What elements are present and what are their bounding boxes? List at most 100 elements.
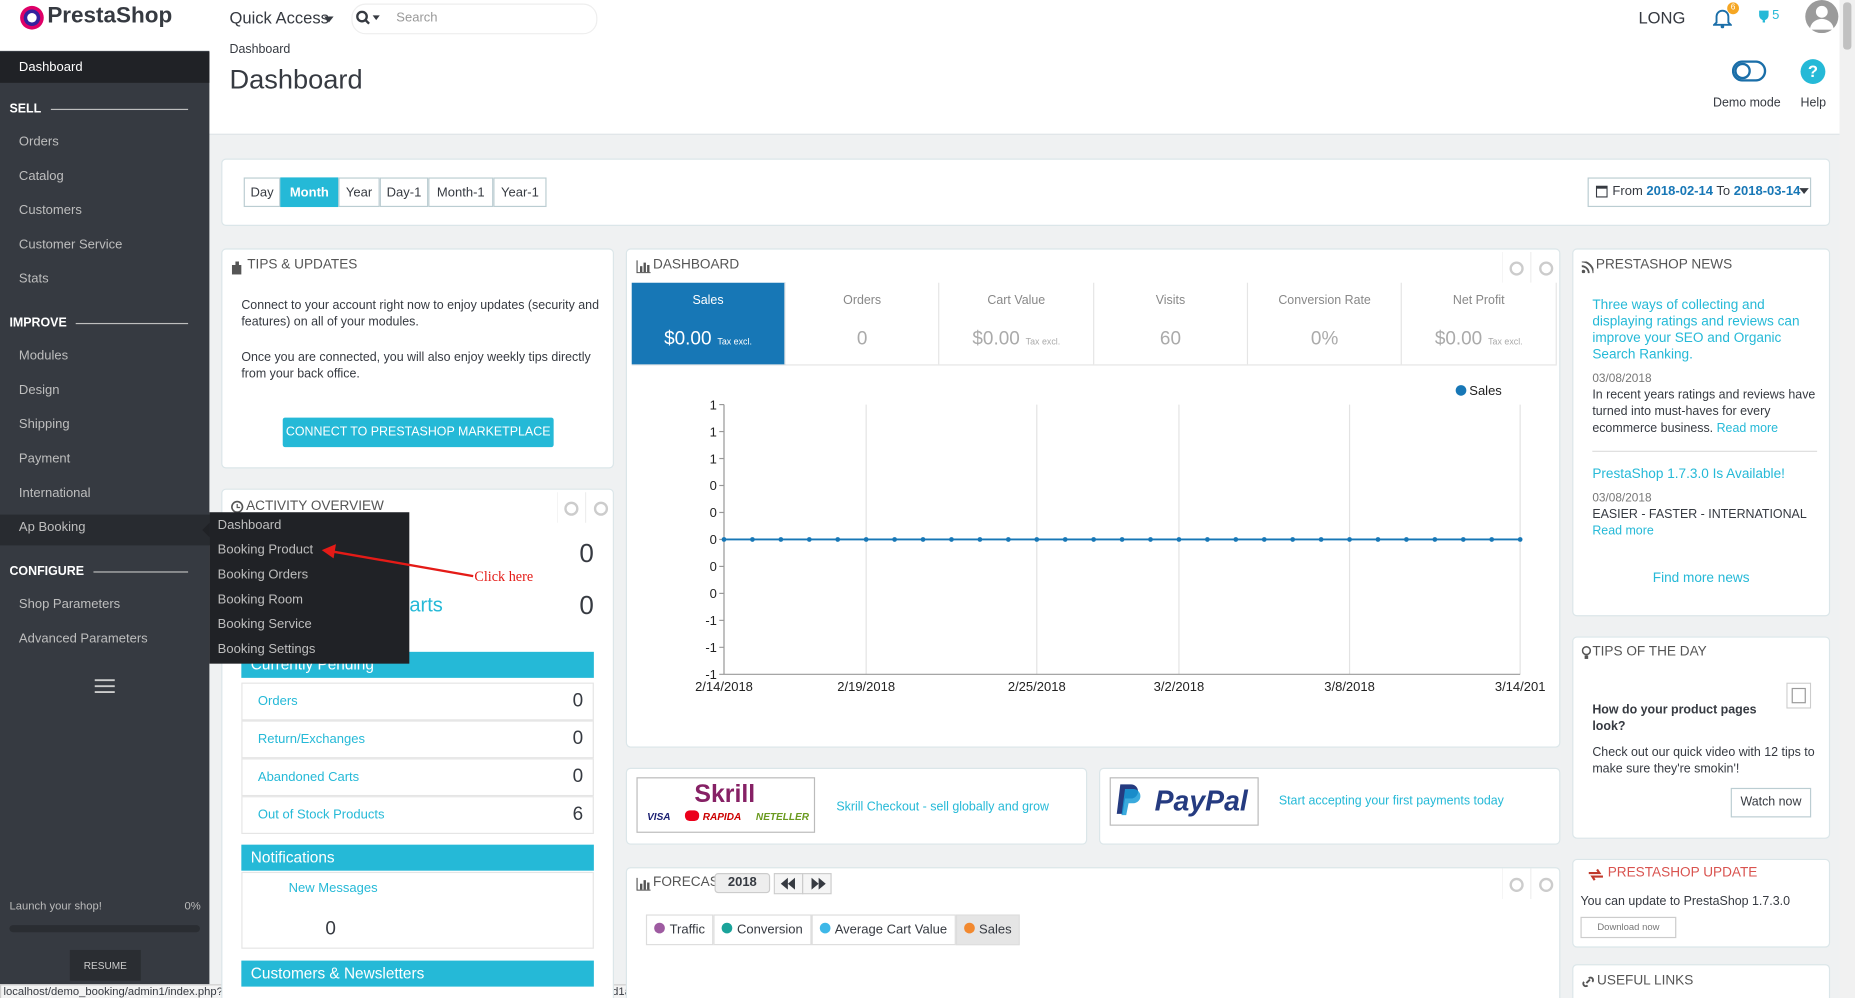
kpi-tab[interactable]: Net Profit $0.00 Tax excl. bbox=[1402, 282, 1557, 365]
scroll-thumb[interactable] bbox=[1843, 2, 1852, 50]
point bbox=[721, 537, 727, 542]
submenu-item[interactable]: Booking Product bbox=[217, 542, 314, 558]
kpi-note: Tax excl. bbox=[1488, 335, 1523, 347]
chart-icon bbox=[636, 260, 651, 274]
resume-button[interactable]: RESUME bbox=[69, 949, 141, 981]
bell-icon[interactable] bbox=[1712, 7, 1732, 29]
year-nav[interactable] bbox=[773, 873, 833, 895]
kpi-row: Sales $0.00 Tax excl. Orders 0 Cart Value $0.0… bbox=[631, 282, 1557, 366]
point bbox=[1347, 537, 1352, 542]
menu-toggle[interactable] bbox=[94, 679, 116, 694]
quick-access[interactable]: Quick Access bbox=[229, 8, 329, 28]
notification-label[interactable]: New Messages bbox=[288, 881, 378, 896]
submenu: Dashboard Booking Product Booking Orders Bo… bbox=[209, 512, 410, 664]
pending-row: Abandoned Carts 0 bbox=[241, 758, 594, 797]
panel-tools[interactable] bbox=[1502, 868, 1559, 900]
legend-button[interactable]: Traffic bbox=[645, 914, 714, 946]
period-button[interactable]: Year bbox=[338, 177, 380, 208]
period-button[interactable]: Day bbox=[243, 177, 281, 208]
skrill-text[interactable]: Skrill Checkout - sell globally and grow bbox=[836, 799, 1050, 814]
kpi-value: 60 bbox=[1094, 329, 1247, 350]
download-button[interactable]: Download now bbox=[1580, 916, 1677, 939]
breadcrumb[interactable]: Dashboard bbox=[229, 42, 291, 57]
paypal-logo-box[interactable] bbox=[1109, 777, 1259, 826]
demo-mode-label[interactable]: Demo mode bbox=[1712, 95, 1781, 111]
news-list: Three ways of collecting and displaying … bbox=[1592, 297, 1818, 540]
period-button[interactable]: Year-1 bbox=[493, 177, 547, 208]
news-title[interactable]: PrestaShop 1.7.3.0 Is Available! bbox=[1592, 467, 1785, 482]
card-logo: RAPIDA bbox=[702, 810, 742, 823]
kpi-tab[interactable]: Conversion Rate 0% bbox=[1248, 282, 1403, 365]
watch-button[interactable]: Watch now bbox=[1730, 787, 1812, 818]
help-label[interactable]: Help bbox=[1800, 95, 1827, 111]
panel-tools[interactable] bbox=[1502, 251, 1559, 283]
user-name[interactable]: LONG bbox=[1638, 8, 1686, 28]
menu-item[interactable]: Orders bbox=[18, 134, 59, 150]
kpi-tab[interactable]: Visits 60 bbox=[1094, 282, 1248, 365]
submenu-item[interactable]: Booking Room bbox=[217, 592, 304, 607]
paypal-text[interactable]: Start accepting your first payments toda… bbox=[1278, 793, 1504, 808]
progress-bar bbox=[9, 925, 200, 933]
logo-text[interactable]: PrestaShop bbox=[47, 3, 173, 29]
find-more[interactable]: Find more news bbox=[1652, 571, 1750, 586]
read-more[interactable]: Read more bbox=[1592, 524, 1654, 539]
kpi-tab[interactable]: Cart Value $0.00 Tax excl. bbox=[940, 282, 1094, 365]
x-tick-label: 3/2/2018 bbox=[1154, 679, 1205, 694]
point bbox=[1290, 537, 1296, 542]
point bbox=[806, 537, 812, 542]
menu-item[interactable]: Advanced Parameters bbox=[18, 631, 148, 646]
menu-item[interactable]: Modules bbox=[18, 348, 69, 364]
menu-item[interactable]: International bbox=[18, 486, 91, 501]
news-body: EASIER - FASTER - INTERNATIONAL bbox=[1592, 507, 1807, 522]
legend-button[interactable]: Conversion bbox=[713, 914, 812, 946]
menu-item[interactable]: Dashboard bbox=[0, 52, 210, 83]
pending-label[interactable]: Abandoned Carts bbox=[257, 770, 360, 785]
read-more[interactable]: Read more bbox=[1716, 421, 1779, 436]
pending-label[interactable]: Orders bbox=[257, 694, 298, 709]
menu-item[interactable]: Shipping bbox=[18, 417, 70, 432]
help-icon[interactable]: ? bbox=[1800, 59, 1826, 84]
connect-button[interactable]: CONNECT TO PRESTASHOP MARKETPLACE bbox=[282, 417, 554, 448]
submenu-item[interactable]: Booking Orders bbox=[217, 567, 309, 583]
avatar[interactable] bbox=[1803, 0, 1840, 34]
menu-item[interactable]: Design bbox=[18, 383, 60, 398]
scrollbar[interactable] bbox=[1839, 0, 1855, 998]
news-panel: PRESTASHOP NEWS Three ways of collecting… bbox=[1572, 248, 1831, 617]
menu-item[interactable]: Stats bbox=[18, 272, 49, 287]
clock-icon bbox=[231, 500, 244, 514]
launch-label: Launch your shop! bbox=[9, 900, 102, 914]
menu-item[interactable]: Customers bbox=[18, 203, 82, 218]
pending-label[interactable]: Out of Stock Products bbox=[257, 807, 385, 823]
news-title[interactable]: Three ways of collecting and displaying … bbox=[1592, 298, 1800, 362]
kpi-value: $0.00 Tax excl. bbox=[940, 329, 1093, 350]
calendar-icon bbox=[1595, 185, 1608, 198]
kpi-tab[interactable]: Sales $0.00 Tax excl. bbox=[631, 282, 786, 365]
period-button[interactable]: Month bbox=[280, 177, 339, 208]
legend-button[interactable]: Sales bbox=[955, 914, 1020, 946]
kpi-tab[interactable]: Orders 0 bbox=[786, 282, 940, 365]
menu-item[interactable]: Customer Service bbox=[18, 237, 123, 252]
period-button[interactable]: Month-1 bbox=[428, 177, 494, 208]
panel-tools[interactable] bbox=[557, 492, 614, 523]
period-button[interactable]: Day-1 bbox=[379, 177, 429, 208]
to-date: 2018-03-14 bbox=[1733, 184, 1801, 199]
skrill-logo-box[interactable] bbox=[636, 777, 816, 833]
search-box[interactable] bbox=[351, 3, 598, 35]
active-carts-label[interactable]: arts bbox=[409, 593, 443, 617]
submenu-item[interactable]: Booking Service bbox=[217, 617, 312, 632]
legend-dot bbox=[1455, 385, 1467, 396]
menu-item[interactable]: Payment bbox=[18, 451, 71, 467]
chart-icon bbox=[636, 877, 651, 891]
menu-item[interactable]: Ap Booking bbox=[18, 520, 86, 535]
menu-item[interactable]: Shop Parameters bbox=[18, 597, 121, 612]
submenu-item[interactable]: Dashboard bbox=[217, 518, 282, 533]
pending-label[interactable]: Return/Exchanges bbox=[257, 732, 365, 747]
menu-item[interactable]: Catalog bbox=[18, 169, 64, 184]
section-rule bbox=[93, 570, 189, 572]
trophy-icon[interactable] bbox=[1757, 9, 1771, 23]
demo-toggle[interactable] bbox=[1731, 60, 1767, 82]
point bbox=[1460, 537, 1466, 542]
submenu-item[interactable]: Booking Settings bbox=[217, 642, 316, 657]
legend-button[interactable]: Average Cart Value bbox=[811, 914, 956, 946]
date-range-button[interactable]: From 2018-02-14 To 2018-03-14 bbox=[1587, 177, 1812, 208]
